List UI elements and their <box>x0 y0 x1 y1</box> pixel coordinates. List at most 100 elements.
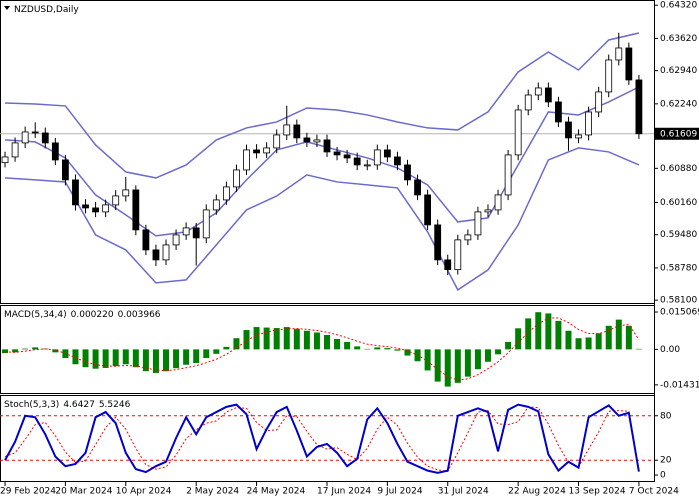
macd-bar <box>505 341 512 350</box>
macd-bar <box>122 349 129 365</box>
last-price-box <box>655 127 699 140</box>
candle-body <box>41 132 49 144</box>
macd-bar <box>515 328 522 350</box>
macd-bar <box>223 346 230 350</box>
macd-bar <box>404 349 411 356</box>
macd-bar <box>233 338 240 350</box>
macd-bar <box>364 348 371 350</box>
candle-body <box>585 111 592 136</box>
candle-body <box>62 159 69 181</box>
candle-body <box>615 47 623 61</box>
candle-body <box>132 189 140 231</box>
macd-bar <box>32 347 39 350</box>
candle-body <box>142 229 150 251</box>
panel-title: Stoch(5,3,3) 4.6427 5.5246 <box>4 400 131 410</box>
candle-body <box>404 164 411 181</box>
candle-body <box>555 101 562 123</box>
macd-bar <box>213 349 220 354</box>
candle-body <box>414 179 421 196</box>
candle-body <box>444 259 452 271</box>
macd-bar <box>313 332 320 350</box>
macd-bar <box>2 349 9 354</box>
last-price-label: 0.61609 <box>660 129 697 139</box>
macd-bar <box>72 349 79 365</box>
candle-body <box>202 209 210 239</box>
candle-body <box>434 224 442 261</box>
macd-bar <box>82 349 89 368</box>
macd-bar <box>474 349 481 370</box>
bollinger-band <box>5 32 640 179</box>
bollinger-band <box>4 147 640 291</box>
panel-title-text: NZDUSD,Daily <box>14 5 79 15</box>
candle-body <box>243 149 250 171</box>
macd-bar <box>424 349 431 371</box>
macd-bar <box>203 349 210 359</box>
readout-value: 4.6427 <box>63 400 95 410</box>
y-tick-label: 0.58100 <box>660 296 697 306</box>
x-tick-label: 7 Oct 2024 <box>629 487 679 497</box>
macd-bar <box>595 333 602 350</box>
menu-triangle <box>4 6 10 10</box>
macd-bar <box>273 328 280 350</box>
x-tick-label: 9 Jul 2024 <box>377 487 422 497</box>
candle-body <box>464 234 472 241</box>
macd-bar <box>22 348 29 350</box>
candle-body <box>82 204 89 209</box>
macd-bar <box>183 349 190 365</box>
candle-body <box>504 154 512 196</box>
macd-bar <box>303 330 310 350</box>
macd-bar <box>464 349 471 377</box>
readout-value: 5.5246 <box>99 400 131 410</box>
candle-body <box>333 151 341 156</box>
candle-body <box>102 204 110 213</box>
macd-bar <box>173 349 180 369</box>
macd-bar <box>525 318 532 350</box>
x-tick-label: 31 Jul 2024 <box>438 487 489 497</box>
candle-body <box>172 234 180 246</box>
macd-bar <box>484 349 491 362</box>
stoch-signal-line <box>4 406 640 472</box>
bollinger-band <box>4 86 640 237</box>
macd-bar <box>52 349 59 353</box>
macd-bar <box>152 349 159 373</box>
x-tick-label: 17 Jun 2024 <box>317 487 371 497</box>
macd-bar <box>354 346 361 350</box>
macd-signal-line <box>5 317 640 381</box>
macd-bar <box>92 349 99 369</box>
macd-bar <box>615 319 622 350</box>
candle-body <box>534 87 542 96</box>
y-tick-label: 0.63620 <box>660 34 697 44</box>
panel-title: NZDUSD,Daily <box>14 5 79 15</box>
macd-bar <box>12 349 19 353</box>
candle-body <box>544 87 552 103</box>
candle-body <box>192 227 200 239</box>
macd-bar <box>263 327 270 350</box>
x-tick-label: 20 Mar 2024 <box>55 487 112 497</box>
panel-title-text: Stoch(5,3,3) <box>4 400 59 410</box>
candle-body <box>595 91 603 113</box>
macd-bar <box>635 348 642 350</box>
x-tick-label: 22 Aug 2024 <box>508 487 566 497</box>
candle-body <box>575 134 582 139</box>
candle-body <box>363 164 371 167</box>
macd-bar <box>142 349 149 372</box>
candle-body <box>72 179 79 206</box>
macd-bar <box>565 330 572 350</box>
candle-body <box>92 207 99 213</box>
candle-body <box>263 147 271 154</box>
y-tick-label: 0.60880 <box>660 164 697 174</box>
macd-bar <box>444 349 451 387</box>
candle-body <box>222 186 230 201</box>
candle-body <box>283 124 291 136</box>
macd-bar <box>454 349 461 383</box>
candle-body <box>313 139 321 143</box>
y-tick-label: 0.64320 <box>660 1 697 11</box>
candle-body <box>21 131 29 144</box>
candle-body <box>424 194 432 226</box>
candle-body <box>253 149 260 154</box>
candle-body <box>182 227 190 236</box>
macd-bar <box>112 349 119 367</box>
candle-body <box>323 139 331 153</box>
